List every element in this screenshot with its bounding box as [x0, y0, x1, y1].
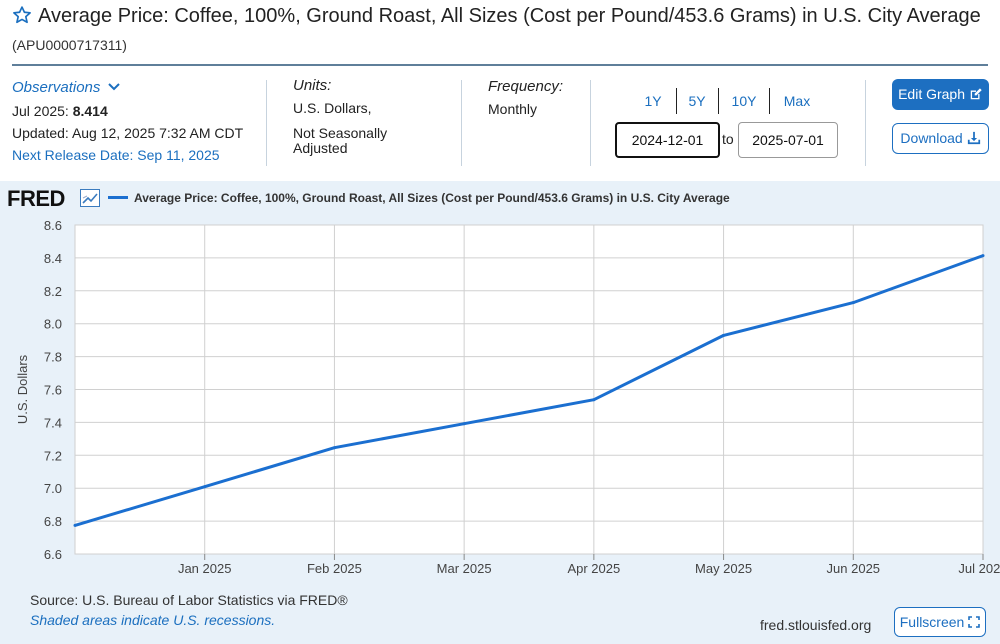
- download-icon: [967, 131, 980, 145]
- edit-icon: [970, 88, 982, 100]
- end-date-input[interactable]: [738, 122, 838, 158]
- site-url: fred.stlouisfed.org: [760, 617, 872, 633]
- legend-label: Average Price: Coffee, 100%, Ground Roas…: [134, 191, 730, 205]
- page-title: Average Price: Coffee, 100%, Ground Roas…: [12, 4, 992, 58]
- frequency-heading: Frequency:: [488, 78, 564, 95]
- fullscreen-button[interactable]: Fullscreen: [894, 607, 986, 637]
- range-max-button[interactable]: Max: [783, 93, 811, 109]
- legend-swatch: [108, 196, 128, 199]
- download-label: Download: [900, 130, 963, 146]
- edit-graph-label: Edit Graph: [898, 86, 966, 102]
- units-panel: Units: U.S. Dollars, Not Seasonally Adju…: [293, 78, 453, 156]
- x-tick-label: Jun 2025: [827, 561, 881, 576]
- x-tick-label: Mar 2025: [437, 561, 492, 576]
- column-divider: [590, 80, 591, 166]
- fullscreen-label: Fullscreen: [899, 614, 965, 630]
- data-point: [203, 485, 207, 489]
- x-tick-label: Feb 2025: [307, 561, 362, 576]
- fred-logo: FRED: [7, 186, 65, 211]
- y-tick-label: 8.2: [44, 284, 62, 299]
- data-point: [722, 333, 726, 337]
- range-divider: [769, 88, 770, 114]
- observations-heading[interactable]: Observations: [12, 79, 101, 96]
- range-divider: [718, 88, 719, 114]
- units-line-3: Adjusted: [293, 140, 348, 156]
- y-tick-label: 7.6: [44, 383, 62, 398]
- latest-value: 8.414: [72, 103, 108, 119]
- observations-panel: Observations Jul 2025: 8.414 Updated: Au…: [12, 78, 262, 164]
- range-1y-button[interactable]: 1Y: [644, 93, 662, 109]
- frequency-panel: Frequency: Monthly: [488, 78, 588, 118]
- observations-toggle[interactable]: Observations: [12, 78, 262, 97]
- chart-legend: Average Price: Coffee, 100%, Ground Roas…: [108, 191, 730, 205]
- series-line: [74, 254, 984, 527]
- column-divider: [266, 80, 267, 166]
- y-tick-label: 6.6: [44, 547, 62, 562]
- data-point: [332, 446, 336, 450]
- y-tick-label: 7.4: [44, 415, 62, 430]
- source-block: Source: U.S. Bureau of Labor Statistics …: [30, 590, 348, 630]
- units-heading: Units:: [293, 77, 332, 94]
- y-axis-label: U.S. Dollars: [15, 354, 30, 424]
- range-divider: [676, 88, 677, 114]
- download-button[interactable]: Download: [892, 123, 989, 154]
- source-text: Source: U.S. Bureau of Labor Statistics …: [30, 592, 348, 608]
- chevron-down-icon[interactable]: [107, 82, 121, 92]
- x-tick-label: Jan 2025: [178, 561, 232, 576]
- next-release-link[interactable]: Next Release Date: Sep 11, 2025: [12, 147, 220, 163]
- recession-note: Shaded areas indicate U.S. recessions.: [30, 612, 276, 628]
- series-title: Average Price: Coffee, 100%, Ground Roas…: [38, 5, 981, 27]
- start-date-input[interactable]: [615, 122, 720, 158]
- latest-date: Jul 2025:: [12, 103, 69, 119]
- y-tick-label: 8.6: [44, 218, 62, 233]
- fullscreen-icon: [968, 616, 981, 628]
- frequency-value: Monthly: [488, 101, 538, 117]
- y-tick-label: 8.4: [44, 251, 62, 266]
- x-tick-label: Apr 2025: [567, 561, 620, 576]
- data-point: [73, 523, 77, 527]
- data-point: [462, 422, 466, 426]
- y-tick-label: 8.0: [44, 317, 62, 332]
- fred-chart-icon: [80, 189, 100, 212]
- data-point: [851, 301, 855, 305]
- units-line-1: U.S. Dollars,: [293, 100, 372, 116]
- x-tick-label: May 2025: [695, 561, 752, 576]
- x-tick-label: Jul 2025: [958, 561, 1000, 576]
- edit-graph-button[interactable]: Edit Graph: [892, 79, 989, 110]
- updated-text: Updated: Aug 12, 2025 7:32 AM CDT: [12, 125, 244, 141]
- y-tick-label: 7.2: [44, 448, 62, 463]
- units-line-2: Not Seasonally: [293, 125, 388, 141]
- star-icon[interactable]: [12, 5, 32, 32]
- to-label: to: [722, 131, 734, 147]
- y-tick-label: 6.8: [44, 514, 62, 529]
- line-chart[interactable]: 6.6 6.8 7.0 7.2 7.4 7.6 7.8 8.0 8.2 8.4 8.6 Jan 202…: [0, 205, 1000, 585]
- range-5y-button[interactable]: 5Y: [688, 93, 706, 109]
- data-point: [981, 254, 985, 258]
- data-point: [592, 398, 596, 402]
- column-divider: [865, 80, 866, 166]
- header-divider: [12, 64, 988, 66]
- y-tick-label: 7.0: [44, 481, 62, 496]
- y-tick-label: 7.8: [44, 350, 62, 365]
- range-10y-button[interactable]: 10Y: [731, 93, 757, 109]
- series-id: (APU0000717311): [12, 37, 127, 53]
- column-divider: [461, 80, 462, 166]
